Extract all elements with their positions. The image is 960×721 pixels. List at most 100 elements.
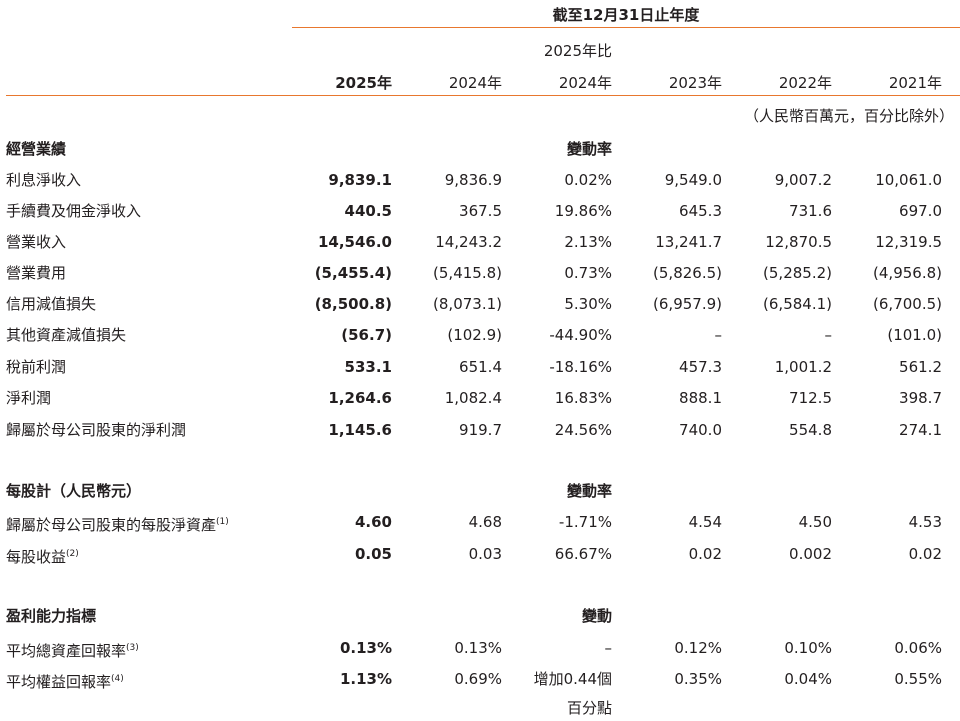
value-2023: 13,241.7 [655, 233, 722, 251]
value-change: 增加0.44個 [533, 670, 612, 688]
value-change: 5.30% [564, 295, 612, 313]
value-2024: 1,082.4 [444, 389, 502, 407]
value-2024: (8,073.1) [433, 295, 502, 313]
year-header-2023: 2023年 [668, 74, 722, 92]
value-2025: 9,839.1 [328, 171, 392, 189]
value-change: 66.67% [554, 545, 612, 563]
value-2023: 0.12% [674, 639, 722, 657]
value-2022: 9,007.2 [774, 171, 832, 189]
table-row: 每股收益(2) 0.05 0.03 66.67% 0.02 0.002 0.02 [0, 541, 960, 567]
row-label: 其他資產減值損失 [6, 326, 127, 344]
section-title: 經營業績 [6, 140, 67, 158]
row-label: 信用減值損失 [6, 295, 97, 313]
value-2023: – [714, 326, 723, 344]
section-title: 每股計（人民幣元） [6, 482, 142, 500]
value-2023: 457.3 [679, 358, 722, 376]
row-label: 手續費及佣金淨收入 [6, 202, 142, 220]
year-header-2021: 2021年 [888, 74, 942, 92]
footnote-marker: (3) [126, 643, 139, 653]
value-2023: 0.35% [674, 670, 722, 688]
value-2024: 919.7 [459, 421, 502, 439]
value-2025: 533.1 [344, 358, 392, 376]
value-change: – [604, 639, 613, 657]
value-2025: 0.13% [339, 639, 392, 657]
value-change: 0.02% [564, 171, 612, 189]
footnote-marker: (2) [66, 549, 79, 559]
row-label: 稅前利潤 [6, 358, 67, 376]
row-label: 淨利潤 [6, 389, 52, 407]
row-label: 歸屬於母公司股東的每股淨資產(1) [6, 509, 229, 538]
value-change: 0.73% [564, 264, 612, 282]
section-header-profitability: 盈利能力指標 變動 [0, 603, 960, 629]
year-header-change: 2024年 [558, 74, 612, 92]
table-row: 營業收入 14,546.0 14,243.2 2.13% 13,241.7 12… [0, 229, 960, 255]
value-2023: 9,549.0 [664, 171, 722, 189]
value-2023: 4.54 [688, 513, 722, 531]
value-2024: 4.68 [468, 513, 502, 531]
value-2022: 731.6 [789, 202, 832, 220]
section-title: 盈利能力指標 [6, 607, 97, 625]
table-row: 信用減值損失 (8,500.8) (8,073.1) 5.30% (6,957.… [0, 291, 960, 317]
value-2021: (101.0) [887, 326, 942, 344]
value-2024: (102.9) [447, 326, 502, 344]
value-2023: (6,957.9) [653, 295, 722, 313]
value-2022: – [824, 326, 833, 344]
footnote-marker: (1) [216, 517, 229, 527]
value-2022: 1,001.2 [774, 358, 832, 376]
value-2023: 0.02 [688, 545, 722, 563]
row-label: 營業收入 [6, 233, 67, 251]
value-2024: 0.69% [454, 670, 502, 688]
value-change: 24.56% [554, 421, 612, 439]
row-label: 每股收益(2) [6, 541, 79, 570]
value-2021: 561.2 [899, 358, 942, 376]
value-change-line2: 百分點 [566, 699, 612, 717]
row-label-text: 歸屬於母公司股東的每股淨資產 [6, 516, 217, 534]
value-2024: 367.5 [459, 202, 502, 220]
value-2021: 398.7 [899, 389, 942, 407]
value-2024: 9,836.9 [444, 171, 502, 189]
value-2025: 1,145.6 [328, 421, 392, 439]
row-label-text: 每股收益 [6, 548, 67, 566]
value-2021: 4.53 [908, 513, 942, 531]
value-change: -18.16% [549, 358, 612, 376]
compare-label: 2025年比 [543, 42, 612, 60]
value-2021: (4,956.8) [873, 264, 942, 282]
row-label: 歸屬於母公司股東的淨利潤 [6, 421, 187, 439]
table-row: 淨利潤 1,264.6 1,082.4 16.83% 888.1 712.5 3… [0, 385, 960, 411]
year-header-2022: 2022年 [778, 74, 832, 92]
value-2022: 0.002 [789, 545, 832, 563]
value-change: -1.71% [558, 513, 612, 531]
value-2023: 645.3 [679, 202, 722, 220]
section-change-header: 變動 [581, 607, 612, 625]
value-2021: 0.55% [894, 670, 942, 688]
value-2025: (56.7) [341, 326, 392, 344]
value-2024: 651.4 [459, 358, 502, 376]
value-2021: 0.02 [908, 545, 942, 563]
year-header-2025: 2025年 [335, 74, 392, 92]
value-2024: 14,243.2 [435, 233, 502, 251]
value-2022: 554.8 [789, 421, 832, 439]
value-2022: 712.5 [789, 389, 832, 407]
value-2022: 4.50 [798, 513, 832, 531]
row-label: 營業費用 [6, 264, 67, 282]
value-2021: 0.06% [894, 639, 942, 657]
value-2022: 0.04% [784, 670, 832, 688]
value-2021: (6,700.5) [873, 295, 942, 313]
value-2022: 12,870.5 [765, 233, 832, 251]
value-2025: (8,500.8) [314, 295, 392, 313]
value-2025: (5,455.4) [314, 264, 392, 282]
value-2021: 274.1 [899, 421, 942, 439]
value-2021: 12,319.5 [875, 233, 942, 251]
value-2023: 740.0 [679, 421, 722, 439]
value-2025: 1.13% [339, 670, 392, 688]
section-header-per-share: 每股計（人民幣元） 變動率 [0, 478, 960, 504]
table-row: 其他資產減值損失 (56.7) (102.9) -44.90% – – (101… [0, 322, 960, 348]
footnote-marker: (4) [111, 674, 124, 684]
value-2022: 0.10% [784, 639, 832, 657]
table-row: 歸屬於母公司股東的每股淨資產(1) 4.60 4.68 -1.71% 4.54 … [0, 509, 960, 535]
value-change: 16.83% [554, 389, 612, 407]
table-row: 利息淨收入 9,839.1 9,836.9 0.02% 9,549.0 9,00… [0, 167, 960, 193]
value-change: -44.90% [549, 326, 612, 344]
value-2025: 0.05 [354, 545, 392, 563]
value-change: 19.86% [554, 202, 612, 220]
